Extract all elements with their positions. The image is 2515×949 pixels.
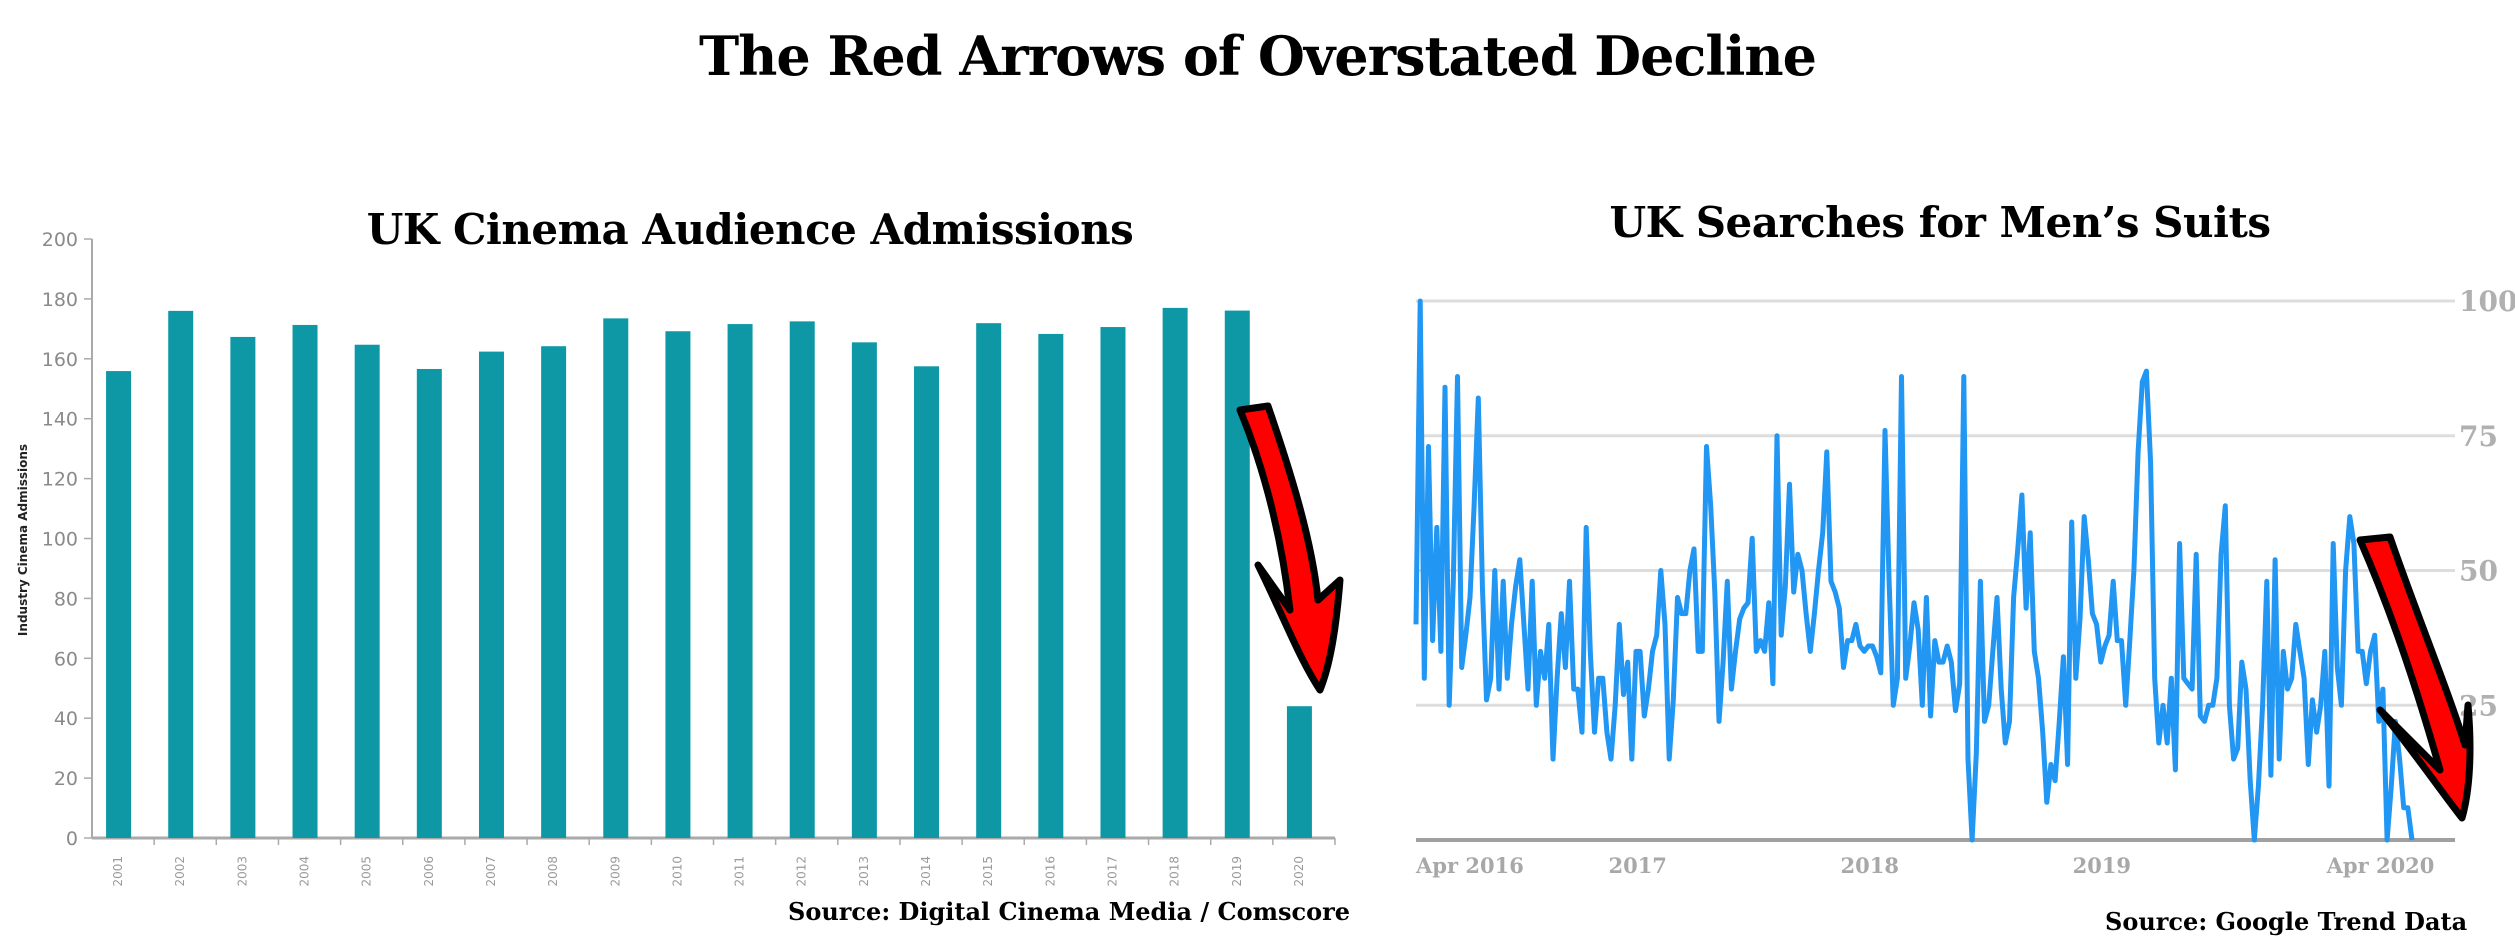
cinema-y-tick-label: 80	[54, 588, 78, 610]
suits-x-tick-label: 2018	[1841, 853, 1899, 878]
suits-x-tick-label: Apr 2016	[1415, 853, 1524, 878]
cinema-x-tick-label: 2015	[981, 856, 995, 887]
cinema-bar-2005	[354, 344, 380, 838]
cinema-x-tick-label: 2007	[484, 856, 498, 887]
cinema-bar-2006	[416, 368, 442, 838]
cinema-source: Source: Digital Cinema Media / Comscore	[788, 897, 1351, 926]
cinema-bar-2020	[1286, 706, 1312, 838]
suits-y-tick-label: 100	[2459, 285, 2515, 318]
cinema-x-tick-label: 2002	[173, 856, 187, 887]
cinema-bar-2011	[727, 324, 753, 839]
cinema-bar-2001	[106, 371, 132, 838]
cinema-x-tick-label: 2012	[795, 856, 809, 887]
cinema-x-tick-label: 2001	[111, 856, 125, 887]
cinema-x-tick-label: 2014	[919, 856, 933, 887]
cinema-x-tick-label: 2016	[1043, 856, 1057, 887]
cinema-chart-title: UK Cinema Audience Admissions	[366, 205, 1134, 254]
cinema-y-tick-label: 160	[42, 349, 78, 371]
cinema-bar-2017	[1100, 327, 1126, 838]
suits-red-arrow-icon	[2356, 533, 2474, 822]
suits-y-tick-label: 75	[2459, 420, 2498, 453]
cinema-x-tick-label: 2019	[1230, 856, 1244, 887]
suits-chart-title: UK Searches for Men’s Suits	[1609, 198, 2271, 247]
cinema-y-tick-label: 100	[42, 529, 78, 551]
cinema-bar-2003	[230, 336, 256, 838]
cinema-bar-2009	[603, 318, 629, 838]
cinema-y-tick-label: 180	[42, 289, 78, 311]
cinema-bar-2010	[665, 331, 691, 838]
cinema-bar-2008	[541, 346, 567, 838]
cinema-y-tick-label: 140	[42, 409, 78, 431]
cinema-bar-2016	[1038, 333, 1064, 838]
cinema-y-axis-label: Industry Cinema Admissions	[16, 444, 30, 636]
cinema-y-tick-label: 0	[66, 828, 78, 850]
suits-x-tick-label: 2019	[2073, 853, 2131, 878]
cinema-x-tick-label: 2003	[235, 856, 249, 887]
cinema-x-tick-label: 2020	[1292, 856, 1306, 887]
suits-source: Source: Google Trend Data	[2105, 907, 2468, 936]
cinema-x-tick-label: 2009	[608, 856, 622, 887]
cinema-x-tick-label: 2005	[360, 856, 374, 887]
suits-series-line	[1413, 298, 2415, 843]
cinema-bar-2014	[914, 366, 940, 838]
cinema-y-tick-label: 120	[42, 469, 78, 491]
cinema-x-tick-label: 2004	[298, 856, 312, 887]
cinema-red-arrow-icon	[1236, 402, 1344, 694]
suits-y-tick-label: 50	[2459, 555, 2498, 588]
cinema-y-tick-label: 40	[54, 708, 78, 730]
cinema-x-tick-label: 2017	[1105, 856, 1119, 887]
cinema-x-tick-label: 2013	[857, 856, 871, 887]
cinema-bar-2013	[851, 342, 877, 838]
cinema-bar-2015	[976, 323, 1002, 838]
cinema-x-tick-label: 2006	[422, 856, 436, 887]
suits-x-tick-label: Apr 2020	[2326, 853, 2435, 878]
cinema-bar-2018	[1162, 307, 1188, 838]
cinema-y-tick-label: 60	[54, 648, 78, 670]
cinema-bar-2007	[478, 351, 504, 838]
cinema-x-tick-label: 2010	[670, 856, 684, 887]
cinema-bar-2019	[1224, 310, 1250, 838]
cinema-y-tick-label: 20	[54, 768, 78, 790]
cinema-bar-2002	[168, 310, 194, 838]
cinema-x-tick-label: 2018	[1168, 856, 1182, 887]
cinema-y-tick-label: 200	[42, 229, 78, 251]
main-title: The Red Arrows of Overstated Decline	[698, 24, 1817, 88]
suits-x-tick-label: 2017	[1608, 853, 1666, 878]
cinema-bar-2004	[292, 324, 318, 838]
cinema-bar-2012	[789, 321, 815, 838]
cinema-x-tick-label: 2008	[546, 856, 560, 887]
cinema-x-tick-label: 2011	[733, 856, 747, 887]
